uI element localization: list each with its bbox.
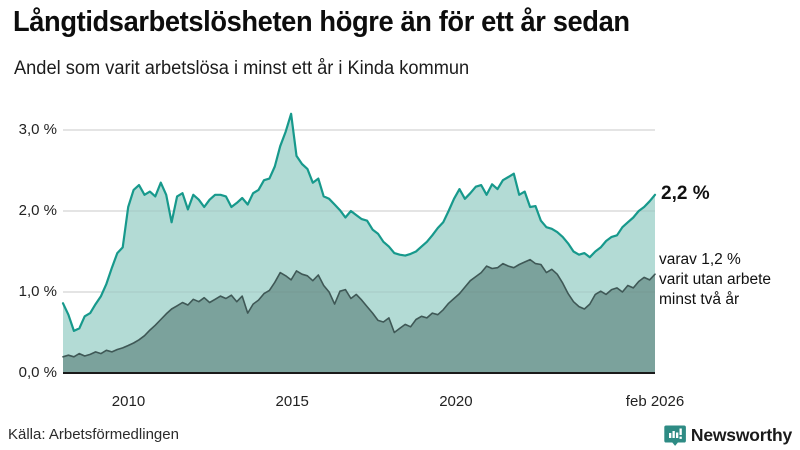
y-tick-label: 0,0 % [18, 364, 57, 381]
x-tick-label: 2015 [275, 393, 309, 410]
page-subtitle: Andel som varit arbetslösa i minst ett å… [14, 58, 470, 79]
y-tick-label: 1,0 % [18, 283, 57, 300]
x-tick-label: 2020 [439, 393, 473, 410]
y-tick-label: 3,0 % [18, 121, 57, 138]
end-value-label: 2,2 % [661, 183, 710, 204]
area-series-1 [63, 259, 655, 373]
x-tick-label: feb 2026 [625, 393, 685, 410]
line-series-1 [62, 258, 656, 358]
x-tick-label: 2010 [111, 393, 146, 410]
bar-chart-bubble-icon [664, 424, 686, 446]
newsworthy-logo[interactable]: Newsworthy [664, 424, 792, 446]
source-text: Källa: Arbetsförmedlingen [8, 426, 179, 443]
y-tick-label: 2,0 % [18, 202, 57, 219]
newsworthy-logo-text: Newsworthy [690, 424, 792, 445]
line-series-0 [61, 112, 657, 332]
end-sub-label: varav 1,2 % varit utan arbete minst två … [659, 251, 772, 308]
page-title: Långtidsarbetslösheten högre än för ett … [13, 6, 630, 38]
